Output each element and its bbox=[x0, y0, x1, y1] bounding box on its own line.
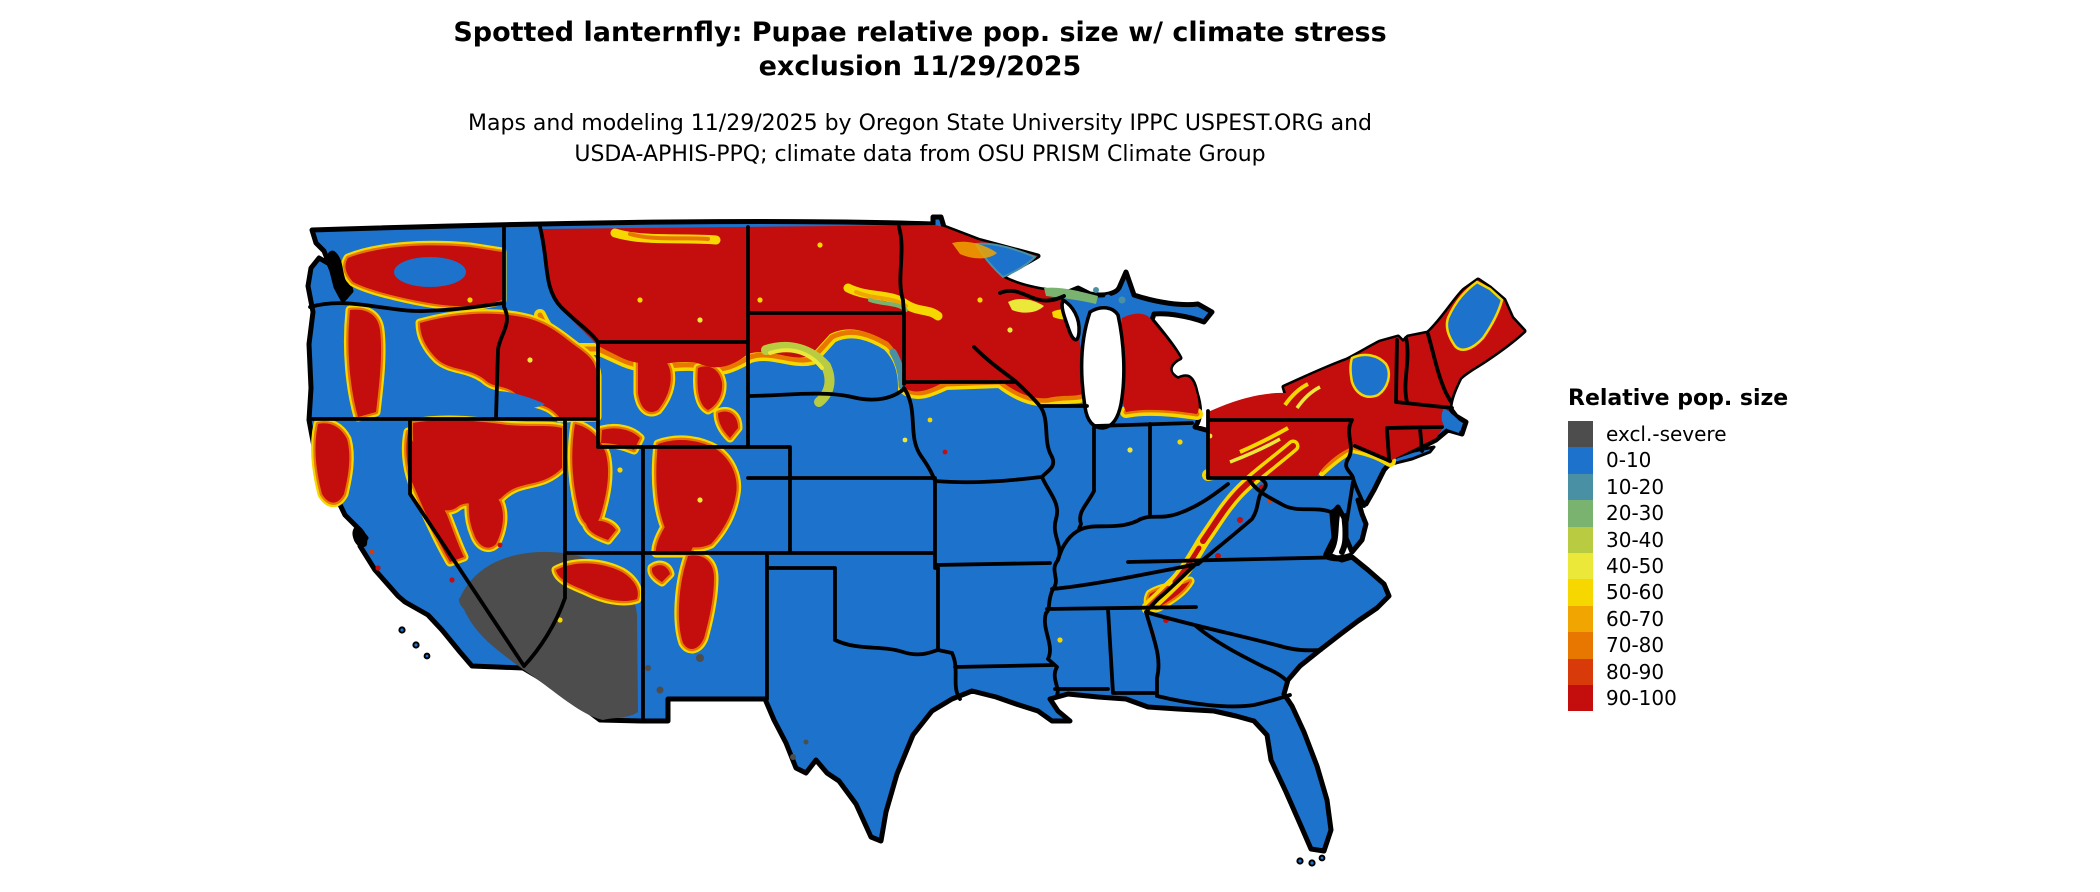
legend-item-10-20: 10-20 bbox=[1568, 473, 1788, 501]
legend-item-0-10: 0-10 bbox=[1568, 447, 1788, 474]
legend-label: 40-50 bbox=[1606, 553, 1665, 578]
state-borders bbox=[307, 225, 1454, 723]
legend-swatch bbox=[1568, 552, 1593, 580]
map-canvas bbox=[270, 158, 1570, 892]
channel-islands bbox=[398, 626, 406, 634]
legend-swatch bbox=[1568, 473, 1593, 501]
legend-label: 70-80 bbox=[1606, 633, 1665, 658]
legend-swatch bbox=[1568, 500, 1593, 527]
subtitle-line-1: Maps and modeling 11/29/2025 by Oregon S… bbox=[468, 111, 1372, 136]
legend-swatch bbox=[1568, 447, 1593, 474]
legend-swatch bbox=[1568, 632, 1593, 659]
legend-label: 80-90 bbox=[1606, 659, 1665, 684]
legend-label: excl.-severe bbox=[1606, 422, 1727, 446]
legend-swatch bbox=[1568, 421, 1593, 448]
legend-label: 60-70 bbox=[1606, 606, 1665, 631]
legend-title: Relative pop. size bbox=[1568, 386, 1789, 411]
legend-item-70-80: 70-80 bbox=[1568, 632, 1788, 659]
green-bay bbox=[1060, 297, 1081, 342]
subtitle-line-2: USDA-APHIS-PPQ; climate data from OSU PR… bbox=[574, 142, 1266, 167]
us-map bbox=[305, 214, 1527, 867]
lake-michigan bbox=[1079, 306, 1126, 430]
legend-swatch bbox=[1568, 579, 1593, 606]
puget-sound-ink bbox=[327, 250, 350, 301]
legend-label: 10-20 bbox=[1606, 474, 1665, 499]
legend-rows: excl.-severe 0-10 10-20 20-30 30-40 40-50 50-6… bbox=[1568, 421, 1788, 712]
legend-swatch bbox=[1568, 605, 1593, 633]
coastal-ink bbox=[327, 250, 1353, 562]
legend-label: 20-30 bbox=[1606, 501, 1665, 526]
legend-label: 0-10 bbox=[1606, 448, 1652, 473]
san-francisco-bay-ink bbox=[352, 525, 368, 548]
title-line-1: Spotted lanternfly: Pupae relative pop. … bbox=[453, 17, 1387, 48]
legend-item-50-60: 50-60 bbox=[1568, 579, 1788, 606]
florida-keys bbox=[1296, 857, 1304, 865]
legend-swatch bbox=[1568, 658, 1593, 685]
title-line-2: exclusion 11/29/2025 bbox=[758, 51, 1082, 82]
legend-item-excl.-severe: excl.-severe bbox=[1568, 421, 1788, 448]
chesapeake-ink bbox=[1323, 507, 1353, 562]
legend-item-90-100: 90-100 bbox=[1568, 684, 1788, 712]
legend-item-20-30: 20-30 bbox=[1568, 500, 1788, 527]
legend-item-80-90: 80-90 bbox=[1568, 658, 1788, 685]
map-subtitle: Maps and modeling 11/29/2025 by Oregon S… bbox=[320, 108, 1520, 170]
legend-swatch bbox=[1568, 684, 1593, 712]
legend-swatch bbox=[1568, 526, 1593, 553]
legend-item-30-40: 30-40 bbox=[1568, 526, 1788, 553]
map-title: Spotted lanternfly: Pupae relative pop. … bbox=[320, 16, 1520, 84]
legend-label: 30-40 bbox=[1606, 527, 1665, 552]
great-lakes bbox=[1060, 297, 1126, 430]
legend: Relative pop. size excl.-severe 0-10 10-20… bbox=[1568, 386, 1789, 712]
legend-item-40-50: 40-50 bbox=[1568, 552, 1788, 580]
legend-label: 90-100 bbox=[1606, 685, 1677, 710]
legend-item-60-70: 60-70 bbox=[1568, 605, 1788, 633]
legend-label: 50-60 bbox=[1606, 580, 1665, 605]
